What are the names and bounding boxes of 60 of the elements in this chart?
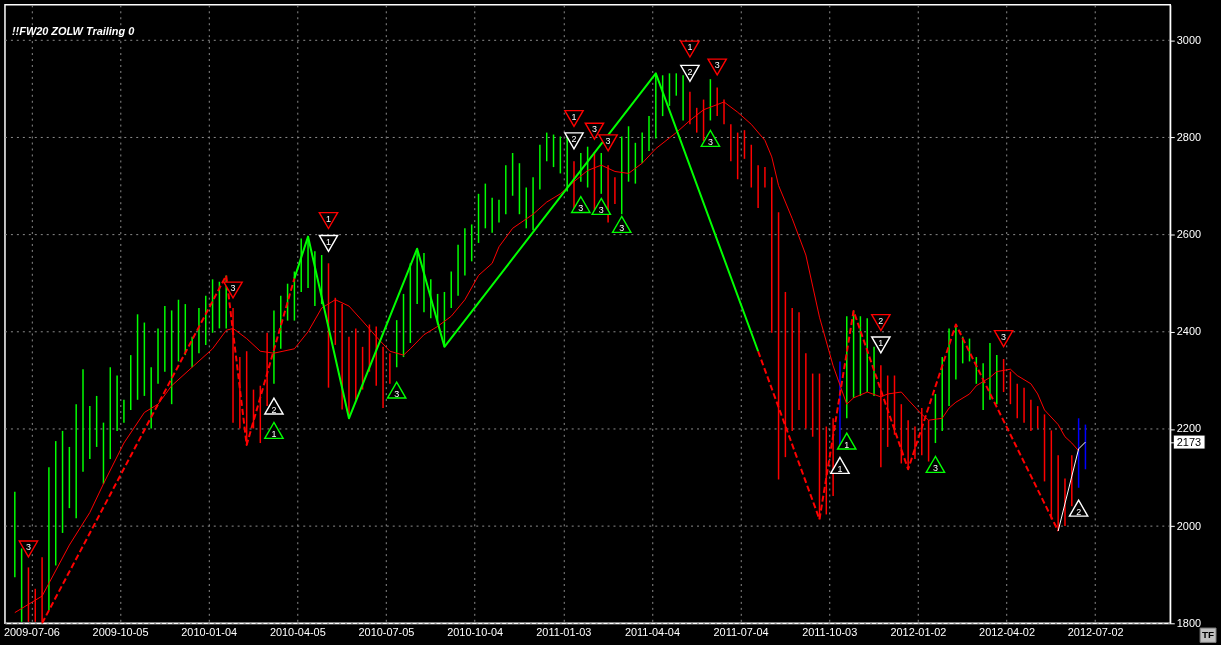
x-tick-label: 2012-04-02 [979,625,1035,638]
point [386,381,407,399]
annotation: 3 [25,542,31,553]
y-tick-label: 1800 [1176,616,1202,629]
annotation: 2 [1076,506,1082,517]
annotation: 1 [271,429,277,440]
annotation: 3 [1001,331,1007,342]
text: TF [1202,629,1215,641]
annotation: 1 [326,213,332,224]
point [264,397,284,415]
x-tick-label: 2010-04-05 [269,625,326,638]
point [18,540,39,558]
annotation: 1 [844,439,850,450]
text: !!FW20 ZOLW Trailing 0 [11,24,135,37]
annotation: 3 [932,463,938,474]
annotation: 3 [394,388,400,399]
annotation: 1 [326,236,332,247]
annotation: 1 [687,42,693,53]
point [564,109,584,128]
annotation: 3 [578,203,584,214]
annotation: 2 [687,66,693,77]
annotation: 2 [878,315,884,326]
annotation: 2 [571,134,577,145]
x-tick-label: 2012-01-02 [890,625,947,638]
x-tick-label: 2009-10-05 [92,625,149,638]
y-tick-label: 2400 [1176,325,1202,338]
y-tick-label: 2600 [1176,228,1202,241]
x-tick-label: 2011-07-04 [713,625,769,638]
annotation: 2 [271,404,277,415]
x-tick-label: 2011-01-03 [536,625,592,638]
y-tick-label: 2200 [1176,422,1202,435]
annotation: 1 [837,464,843,475]
y-tick-label: 2800 [1176,130,1202,143]
annotation: 1 [571,111,577,122]
point [707,58,728,76]
x-tick-label: 2010-01-04 [181,625,238,638]
x-tick-label: 2012-07-02 [1067,625,1124,638]
annotation: 3 [714,60,720,71]
point [564,132,584,150]
annotation: 1 [878,338,884,349]
y-tick-label: 2173 [1176,435,1202,448]
annotation: 3 [591,124,597,135]
point [264,421,284,440]
annotation: 3 [605,136,611,147]
point [1068,499,1089,517]
x-tick-label: 2010-07-05 [358,625,415,638]
y-tick-label: 2000 [1176,519,1202,532]
x-tick-label: 2010-10-04 [447,625,504,638]
annotation: 3 [619,223,625,234]
annotation: 3 [230,283,236,294]
point [680,40,700,58]
x-tick-label: 2011-10-03 [802,625,858,638]
x-tick-label: 2009-07-06 [3,625,60,638]
point [598,134,618,152]
point [223,281,243,299]
x-tick-label: 2011-04-04 [624,625,680,638]
point [318,211,339,230]
annotation: 3 [598,205,604,216]
annotation: 3 [707,137,713,148]
y-tick-label: 3000 [1176,33,1202,46]
